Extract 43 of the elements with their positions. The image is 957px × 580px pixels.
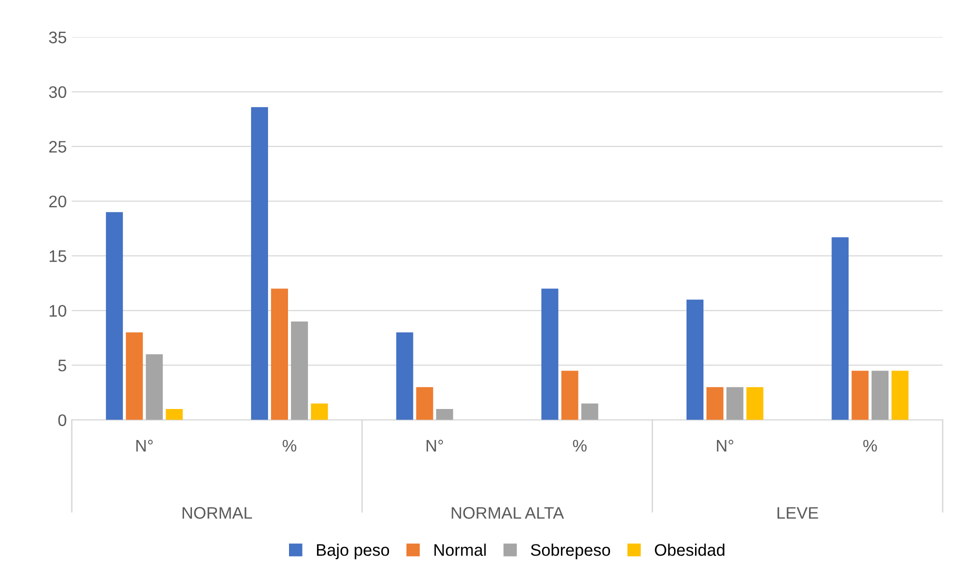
y-tick-label: 5 (58, 360, 66, 372)
text: LEVE (778, 507, 818, 519)
bar (541, 288, 558, 420)
x-tick-label: N° (136, 440, 153, 452)
bar (852, 370, 869, 420)
bar (126, 332, 143, 420)
bar (726, 387, 744, 420)
bar (561, 370, 578, 420)
x-tick-label: N° (716, 440, 734, 452)
legend-label: Obesidad (654, 544, 724, 556)
bar (706, 387, 724, 420)
bar (872, 370, 889, 420)
x-tick-label: % (572, 440, 587, 452)
x-tick-label: N° (426, 440, 443, 452)
text: NORMAL ALTA (452, 507, 564, 519)
bar (416, 387, 434, 420)
legend-label: Normal (434, 544, 486, 556)
y-tick-label: 25 (49, 140, 66, 153)
bar (396, 332, 414, 420)
bar (271, 288, 288, 420)
bar (166, 408, 183, 420)
x-tick-label: % (282, 440, 296, 452)
y-tick-label: 0 (58, 414, 66, 426)
x-tick-label: % (863, 440, 877, 452)
bar (686, 300, 704, 420)
y-tick-label: 35 (49, 32, 66, 44)
legend-label: Sobrepeso (530, 544, 610, 560)
y-tick-label: 20 (49, 196, 66, 208)
text: NORMAL (182, 507, 252, 519)
bar (146, 354, 163, 420)
y-tick-label: 10 (50, 304, 66, 317)
bar (746, 387, 764, 420)
bar (251, 107, 268, 420)
bar (832, 237, 849, 420)
bar (581, 404, 598, 420)
bar (290, 321, 308, 420)
y-tick-label: 15 (50, 250, 66, 262)
legend-label: Bajo peso (317, 544, 390, 560)
bar (106, 212, 123, 420)
bar (436, 408, 454, 420)
bar (892, 370, 908, 420)
bar (310, 404, 328, 420)
y-tick-label: 30 (49, 86, 66, 98)
